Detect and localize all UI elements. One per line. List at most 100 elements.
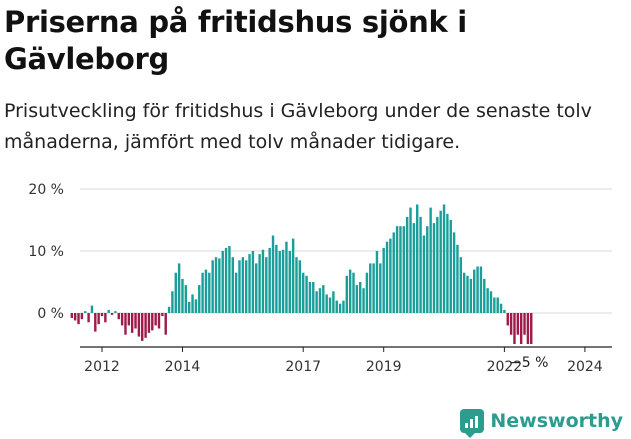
bar <box>503 309 506 313</box>
bar <box>271 235 275 313</box>
x-tick-label: 2012 <box>84 359 120 375</box>
bar <box>261 249 265 313</box>
bar <box>234 272 238 313</box>
bar <box>124 313 127 335</box>
x-tick-label: 2024 <box>567 359 603 375</box>
bar-chart: 0 % 10 % 20 % 2012 2014 2017 2019 2022 2024 −5 … <box>28 182 612 375</box>
bar <box>164 313 167 335</box>
brand-name: Newsworthy <box>490 410 623 432</box>
bar <box>171 291 174 313</box>
bar <box>80 313 84 320</box>
bar <box>184 285 188 313</box>
bar <box>318 288 322 313</box>
bar <box>519 313 523 344</box>
bar <box>493 297 496 313</box>
bar <box>369 263 372 313</box>
bar <box>469 278 473 313</box>
bar <box>258 254 261 313</box>
bar <box>372 263 375 313</box>
bar <box>201 272 204 313</box>
bar <box>322 285 325 313</box>
bar <box>412 223 416 313</box>
bar <box>147 313 151 333</box>
bar <box>144 313 147 338</box>
bar <box>77 313 80 325</box>
bar <box>422 235 426 313</box>
bar <box>275 244 278 313</box>
bar <box>244 260 248 313</box>
bar <box>90 305 94 313</box>
bar <box>442 204 446 313</box>
bar <box>224 247 228 313</box>
bar <box>238 260 241 313</box>
bar <box>194 299 198 313</box>
bar <box>530 313 533 344</box>
bar <box>295 257 298 313</box>
bar <box>382 247 385 313</box>
bar <box>70 313 74 318</box>
x-axis: 2012 2014 2017 2019 2022 2024 <box>80 346 612 375</box>
chart-subtitle: Prisutveckling för fritidshus i Gävlebor… <box>4 100 592 153</box>
bar <box>496 297 499 313</box>
bar <box>181 278 184 313</box>
bar <box>452 232 456 313</box>
bar <box>84 311 87 313</box>
bar <box>268 247 271 313</box>
bar <box>355 285 359 313</box>
bar <box>187 301 191 313</box>
bar <box>456 244 459 313</box>
bar <box>483 278 486 313</box>
bar <box>499 303 503 313</box>
bar <box>130 313 134 333</box>
bar <box>137 313 141 337</box>
bar <box>208 272 211 313</box>
bar <box>446 213 449 313</box>
bar <box>338 303 342 313</box>
latest-value-annotation: −5 % <box>510 355 548 371</box>
bar <box>526 313 530 344</box>
bar <box>305 275 308 313</box>
bar <box>87 313 90 323</box>
bar <box>426 226 429 313</box>
bar <box>288 251 291 313</box>
bar <box>459 257 463 313</box>
y-tick-label: 20 % <box>28 182 64 198</box>
bar <box>97 313 100 325</box>
bar <box>432 223 436 313</box>
bars <box>70 204 533 344</box>
bar <box>419 216 422 313</box>
bar <box>523 313 526 335</box>
x-tick-label: 2019 <box>366 359 402 375</box>
bar <box>100 313 104 317</box>
bar <box>214 257 218 313</box>
bar <box>352 272 355 313</box>
bar <box>114 311 117 313</box>
bar <box>174 272 177 313</box>
bar <box>436 216 439 313</box>
bar <box>362 288 365 313</box>
bar <box>402 226 406 313</box>
bar <box>298 260 302 313</box>
bar <box>466 275 469 313</box>
newsworthy-logo-icon <box>460 409 485 438</box>
bar <box>110 313 114 315</box>
bar <box>198 285 201 313</box>
bar <box>429 207 432 313</box>
bar <box>473 269 476 313</box>
bar <box>167 306 171 313</box>
bar <box>462 272 466 313</box>
bar <box>104 313 107 323</box>
bar <box>506 313 509 326</box>
bar <box>449 220 452 313</box>
bar <box>248 254 251 313</box>
chart-title: Priserna på fritidshus sjönk i Gävleborg <box>4 5 467 76</box>
bar <box>486 288 489 313</box>
bar <box>228 246 231 313</box>
bar <box>117 313 120 320</box>
bar <box>345 275 348 313</box>
bar <box>325 294 328 313</box>
bar <box>120 313 124 326</box>
bar <box>389 238 392 313</box>
bar <box>395 226 399 313</box>
bar <box>489 291 493 313</box>
